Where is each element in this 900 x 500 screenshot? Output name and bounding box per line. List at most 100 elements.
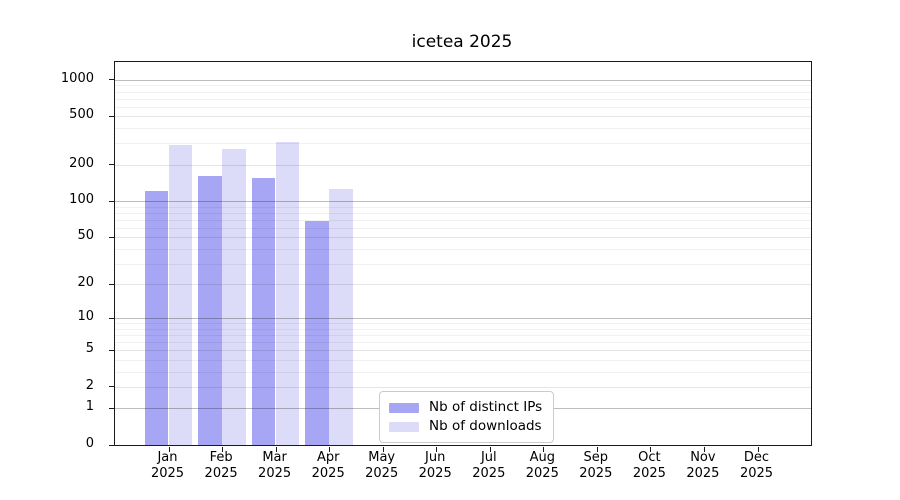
minor-gridline bbox=[115, 143, 811, 145]
minor-gridline bbox=[115, 371, 811, 373]
x-tick-mark bbox=[275, 447, 277, 452]
x-tick-mark bbox=[436, 447, 438, 452]
y-tick-mark bbox=[109, 115, 114, 117]
x-tick-label-month: Jul bbox=[480, 450, 497, 465]
major-gridline bbox=[115, 201, 811, 202]
legend-label-downloads: Nb of downloads bbox=[429, 418, 542, 434]
y-tick-label: 1 bbox=[85, 399, 94, 415]
x-tick-label: Dec 2025 bbox=[729, 450, 785, 482]
y-tick-mark bbox=[109, 236, 114, 238]
x-tick-mark bbox=[757, 447, 759, 452]
x-tick-label: Feb 2025 bbox=[193, 450, 249, 482]
x-tick-label-year: 2025 bbox=[632, 466, 666, 481]
x-tick-mark bbox=[650, 447, 652, 452]
x-tick-mark bbox=[703, 447, 705, 452]
minor-gridline bbox=[115, 359, 811, 361]
x-tick-label: Nov 2025 bbox=[675, 450, 731, 482]
bar-distinct-ips bbox=[198, 176, 222, 445]
x-tick-label-month: Apr bbox=[316, 450, 340, 465]
x-tick-label-month: May bbox=[368, 450, 396, 465]
y-tick-mark bbox=[109, 164, 114, 166]
y-tick-label: 10 bbox=[77, 309, 94, 325]
legend-item-downloads: Nb of downloads bbox=[389, 417, 542, 436]
x-tick-label: May 2025 bbox=[354, 450, 410, 482]
x-tick-label-month: Nov bbox=[690, 450, 716, 465]
plot-area bbox=[109, 61, 812, 452]
bar-distinct-ips bbox=[144, 191, 169, 445]
y-tick-label: 5 bbox=[85, 341, 94, 357]
x-tick-mark bbox=[329, 447, 331, 452]
bar-downloads bbox=[168, 145, 193, 445]
minor-gridline bbox=[115, 91, 811, 93]
y-tick-label: 1000 bbox=[60, 70, 94, 86]
bar-downloads bbox=[222, 148, 246, 445]
x-tick-label-month: Oct bbox=[638, 450, 661, 465]
sub-gridline bbox=[115, 116, 811, 118]
legend-swatch-downloads bbox=[389, 421, 419, 432]
major-gridline bbox=[115, 318, 811, 320]
sub-gridline bbox=[115, 237, 811, 239]
minor-gridline bbox=[115, 98, 811, 100]
x-tick-label-year: 2025 bbox=[472, 466, 506, 481]
x-tick-label-month: Sep bbox=[583, 450, 609, 465]
x-tick-label: Apr 2025 bbox=[300, 450, 356, 482]
x-tick-label: Mar 2025 bbox=[247, 450, 303, 482]
minor-gridline bbox=[115, 248, 811, 250]
legend-item-distinct-ips: Nb of distinct IPs bbox=[389, 398, 542, 417]
x-tick-label: Oct 2025 bbox=[621, 450, 677, 482]
y-tick-mark bbox=[109, 386, 114, 388]
x-tick-label: Jun 2025 bbox=[407, 450, 463, 482]
x-tick-label-month: Jun bbox=[425, 450, 446, 465]
x-tick-label: Jul 2025 bbox=[461, 450, 517, 482]
y-tick-label: 2 bbox=[85, 377, 94, 393]
y-tick-label: 20 bbox=[77, 275, 94, 291]
x-tick-label-month: Mar bbox=[262, 450, 287, 465]
x-tick-label-year: 2025 bbox=[311, 466, 345, 481]
x-tick-label-year: 2025 bbox=[258, 466, 292, 481]
sub-gridline bbox=[115, 386, 811, 388]
x-tick-label-month: Feb bbox=[209, 450, 233, 465]
x-tick-label-year: 2025 bbox=[418, 466, 452, 481]
x-tick-mark bbox=[543, 447, 545, 452]
minor-gridline bbox=[115, 128, 811, 130]
x-tick-label-month: Aug bbox=[529, 450, 555, 465]
y-tick-label: 50 bbox=[77, 228, 94, 244]
minor-gridline bbox=[115, 323, 811, 325]
sub-gridline bbox=[115, 284, 811, 286]
major-gridline bbox=[115, 79, 811, 81]
x-tick-label: Aug 2025 bbox=[514, 450, 570, 482]
x-tick-label-month: Dec bbox=[743, 450, 770, 465]
y-tick-mark bbox=[109, 79, 114, 81]
x-tick-label-year: 2025 bbox=[579, 466, 613, 481]
x-tick-label: Jan 2025 bbox=[140, 450, 196, 482]
minor-gridline bbox=[115, 106, 811, 108]
x-tick-mark bbox=[168, 447, 170, 452]
minor-gridline bbox=[115, 227, 811, 229]
y-axis-labels: 0 1 2 5 10 20 50 100 200 500 1000 bbox=[0, 61, 104, 451]
y-tick-label: 100 bbox=[69, 192, 94, 207]
bar-downloads bbox=[329, 189, 353, 445]
minor-gridline bbox=[115, 342, 811, 344]
minor-gridline bbox=[115, 263, 811, 265]
x-axis-labels: Jan 2025 Feb 2025 Mar 2025 Apr 2025 May 2025 Jun 20… bbox=[114, 450, 810, 490]
minor-gridline bbox=[115, 328, 811, 330]
y-tick-mark bbox=[109, 407, 114, 409]
x-tick-label-year: 2025 bbox=[739, 466, 774, 481]
minor-gridline bbox=[115, 219, 811, 221]
x-tick-label-year: 2025 bbox=[525, 466, 559, 481]
y-tick-mark bbox=[109, 317, 114, 319]
x-tick-mark bbox=[489, 447, 491, 452]
x-tick-mark bbox=[382, 447, 384, 452]
sub-gridline bbox=[115, 350, 811, 352]
y-tick-mark bbox=[109, 444, 114, 446]
bar-downloads bbox=[275, 141, 300, 445]
minor-gridline bbox=[115, 85, 811, 87]
x-tick-label: Sep 2025 bbox=[568, 450, 624, 482]
bar-distinct-ips bbox=[251, 178, 276, 445]
x-tick-label-month: Jan bbox=[157, 450, 178, 465]
y-tick-mark bbox=[109, 200, 114, 202]
y-tick-label: 0 bbox=[85, 436, 94, 451]
chart-title: icetea 2025 bbox=[411, 32, 513, 52]
x-tick-label-year: 2025 bbox=[686, 466, 720, 481]
